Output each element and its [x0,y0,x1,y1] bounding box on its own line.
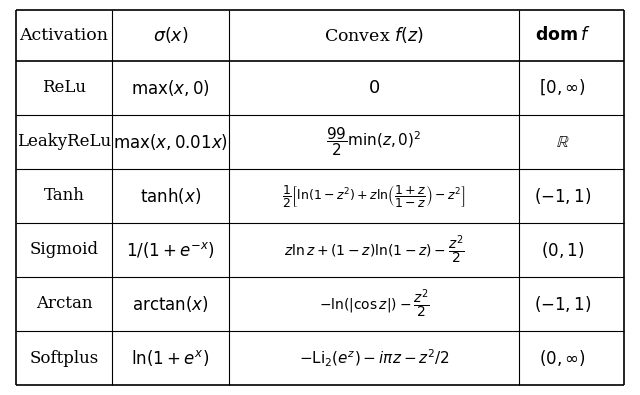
Text: $-\mathrm{Li}_2(e^z)-i\pi z-z^2/2$: $-\mathrm{Li}_2(e^z)-i\pi z-z^2/2$ [299,348,449,369]
Text: Arctan: Arctan [36,295,92,312]
Text: $1/(1+e^{-x})$: $1/(1+e^{-x})$ [126,240,215,260]
Text: $z\ln z+(1-z)\ln(1-z)-\dfrac{z^2}{2}$: $z\ln z+(1-z)\ln(1-z)-\dfrac{z^2}{2}$ [284,233,465,266]
Text: Convex $f(z)$: Convex $f(z)$ [324,25,424,45]
Text: $(-1,1)$: $(-1,1)$ [534,294,591,314]
Text: $0$: $0$ [368,79,380,97]
Text: $\max(x,0)$: $\max(x,0)$ [131,77,210,98]
Text: $-\ln(|\cos z|)-\dfrac{z^2}{2}$: $-\ln(|\cos z|)-\dfrac{z^2}{2}$ [319,288,429,320]
Text: $(-1,1)$: $(-1,1)$ [534,186,591,206]
Text: Tanh: Tanh [44,187,84,204]
Text: LeakyReLu: LeakyReLu [17,133,111,150]
Text: $(0,1)$: $(0,1)$ [541,240,584,260]
Text: $\arctan(x)$: $\arctan(x)$ [132,294,209,314]
Text: $\ln(1+e^x)$: $\ln(1+e^x)$ [131,348,209,368]
Text: $\sigma(x)$: $\sigma(x)$ [153,25,188,45]
Text: $\mathbb{R}$: $\mathbb{R}$ [556,133,569,150]
Text: $(0,\infty)$: $(0,\infty)$ [540,348,586,368]
Text: Softplus: Softplus [29,350,99,367]
Text: $\dfrac{99}{2}\min(z,0)^2$: $\dfrac{99}{2}\min(z,0)^2$ [326,125,422,158]
Text: $\mathbf{dom}\,f$: $\mathbf{dom}\,f$ [535,26,590,44]
Text: $\tanh(x)$: $\tanh(x)$ [140,186,201,206]
Text: $[0,\infty)$: $[0,\infty)$ [540,78,586,97]
Text: $\dfrac{1}{2}\left[\ln(1-z^2)+z\ln\!\left(\dfrac{1+z}{1-z}\right)-z^2\right]$: $\dfrac{1}{2}\left[\ln(1-z^2)+z\ln\!\lef… [282,183,466,209]
Text: Activation: Activation [20,27,109,44]
Text: Sigmoid: Sigmoid [29,241,99,258]
Text: ReLu: ReLu [42,79,86,96]
Text: $\max(x,0.01x)$: $\max(x,0.01x)$ [113,132,228,152]
